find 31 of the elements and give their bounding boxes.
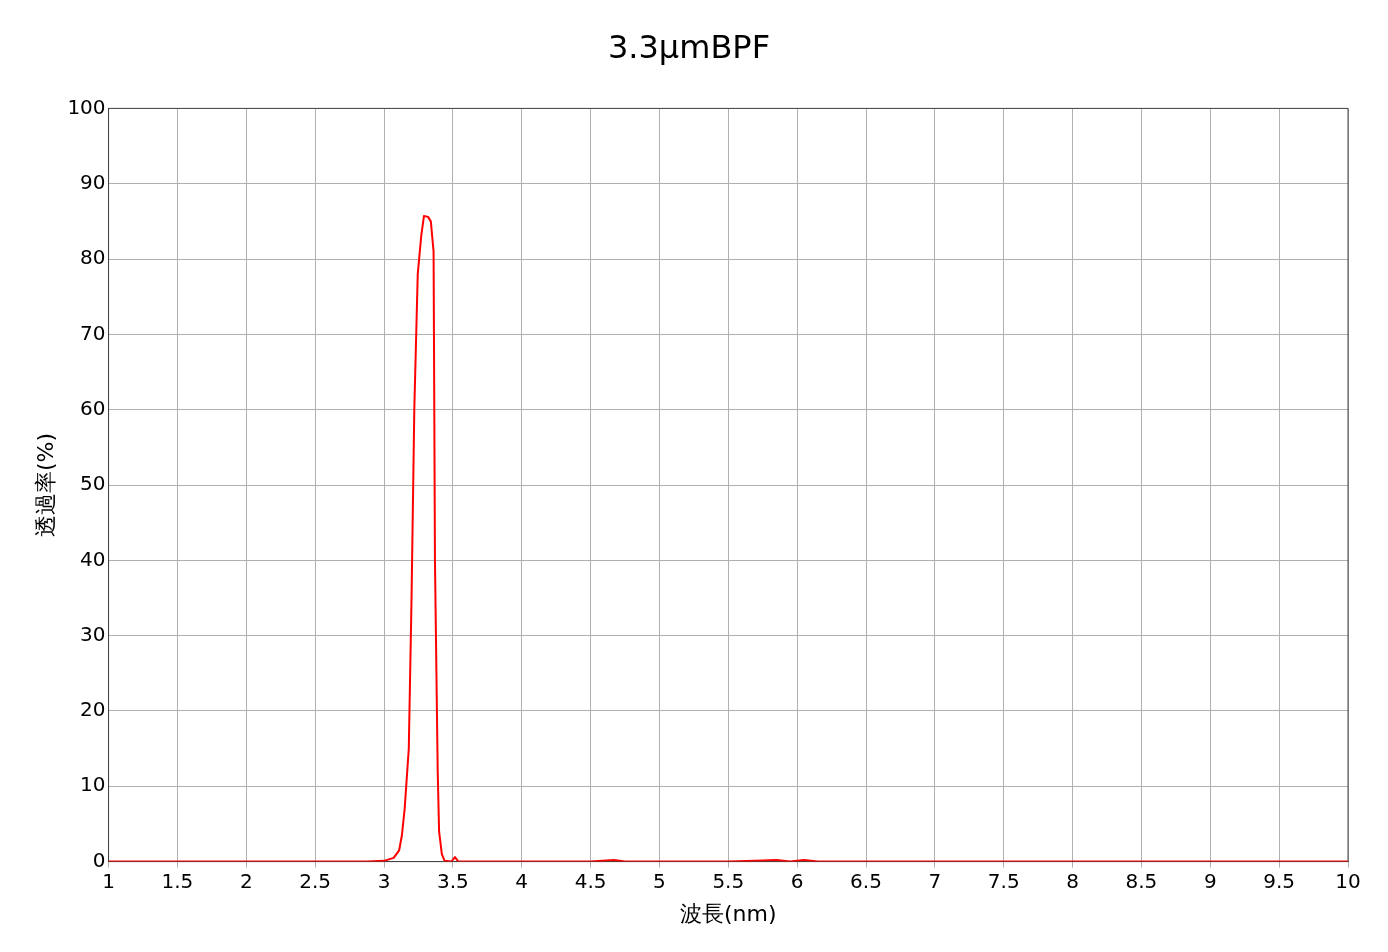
x-tick-label: 2 xyxy=(239,868,253,893)
y-tick-label: 100 xyxy=(67,94,106,119)
x-tick-label: 10 xyxy=(1335,868,1361,893)
y-tick-label: 20 xyxy=(80,697,106,722)
x-tick-label: 7 xyxy=(928,868,942,893)
x-tick-label: 3.5 xyxy=(436,868,469,893)
y-tick-label: 60 xyxy=(80,395,106,420)
chart-title: 3.3µmBPF xyxy=(607,27,771,66)
y-tick-label: 80 xyxy=(80,245,106,270)
y-tick-label: 10 xyxy=(80,772,106,797)
x-tick-label: 8 xyxy=(1066,868,1079,893)
x-axis-title: 波長(nm) xyxy=(680,900,777,926)
y-tick-label: 30 xyxy=(80,621,106,646)
x-tick-label: 6.5 xyxy=(850,868,882,893)
x-tick-label: 9.5 xyxy=(1263,868,1296,893)
x-tick-label: 5.5 xyxy=(712,868,745,893)
x-tick-label: 3 xyxy=(377,868,391,893)
x-tick-label: 5 xyxy=(653,868,666,893)
x-tick-label: 2.5 xyxy=(299,868,332,893)
x-tick-label: 6 xyxy=(790,868,804,893)
x-tick-label: 9 xyxy=(1203,868,1217,893)
x-tick-label: 4 xyxy=(515,868,529,893)
y-axis-title: 透過率(%) xyxy=(32,432,58,538)
y-tick-label: 50 xyxy=(80,471,106,496)
y-tick-label: 90 xyxy=(80,169,106,194)
y-tick-label: 40 xyxy=(80,546,106,571)
x-tick-label: 4.5 xyxy=(574,868,607,893)
y-tick-label: 70 xyxy=(80,320,106,345)
x-tick-label: 8.5 xyxy=(1125,868,1158,893)
x-tick-label: 1.5 xyxy=(161,868,194,893)
x-tick-label: 7.5 xyxy=(987,868,1020,893)
